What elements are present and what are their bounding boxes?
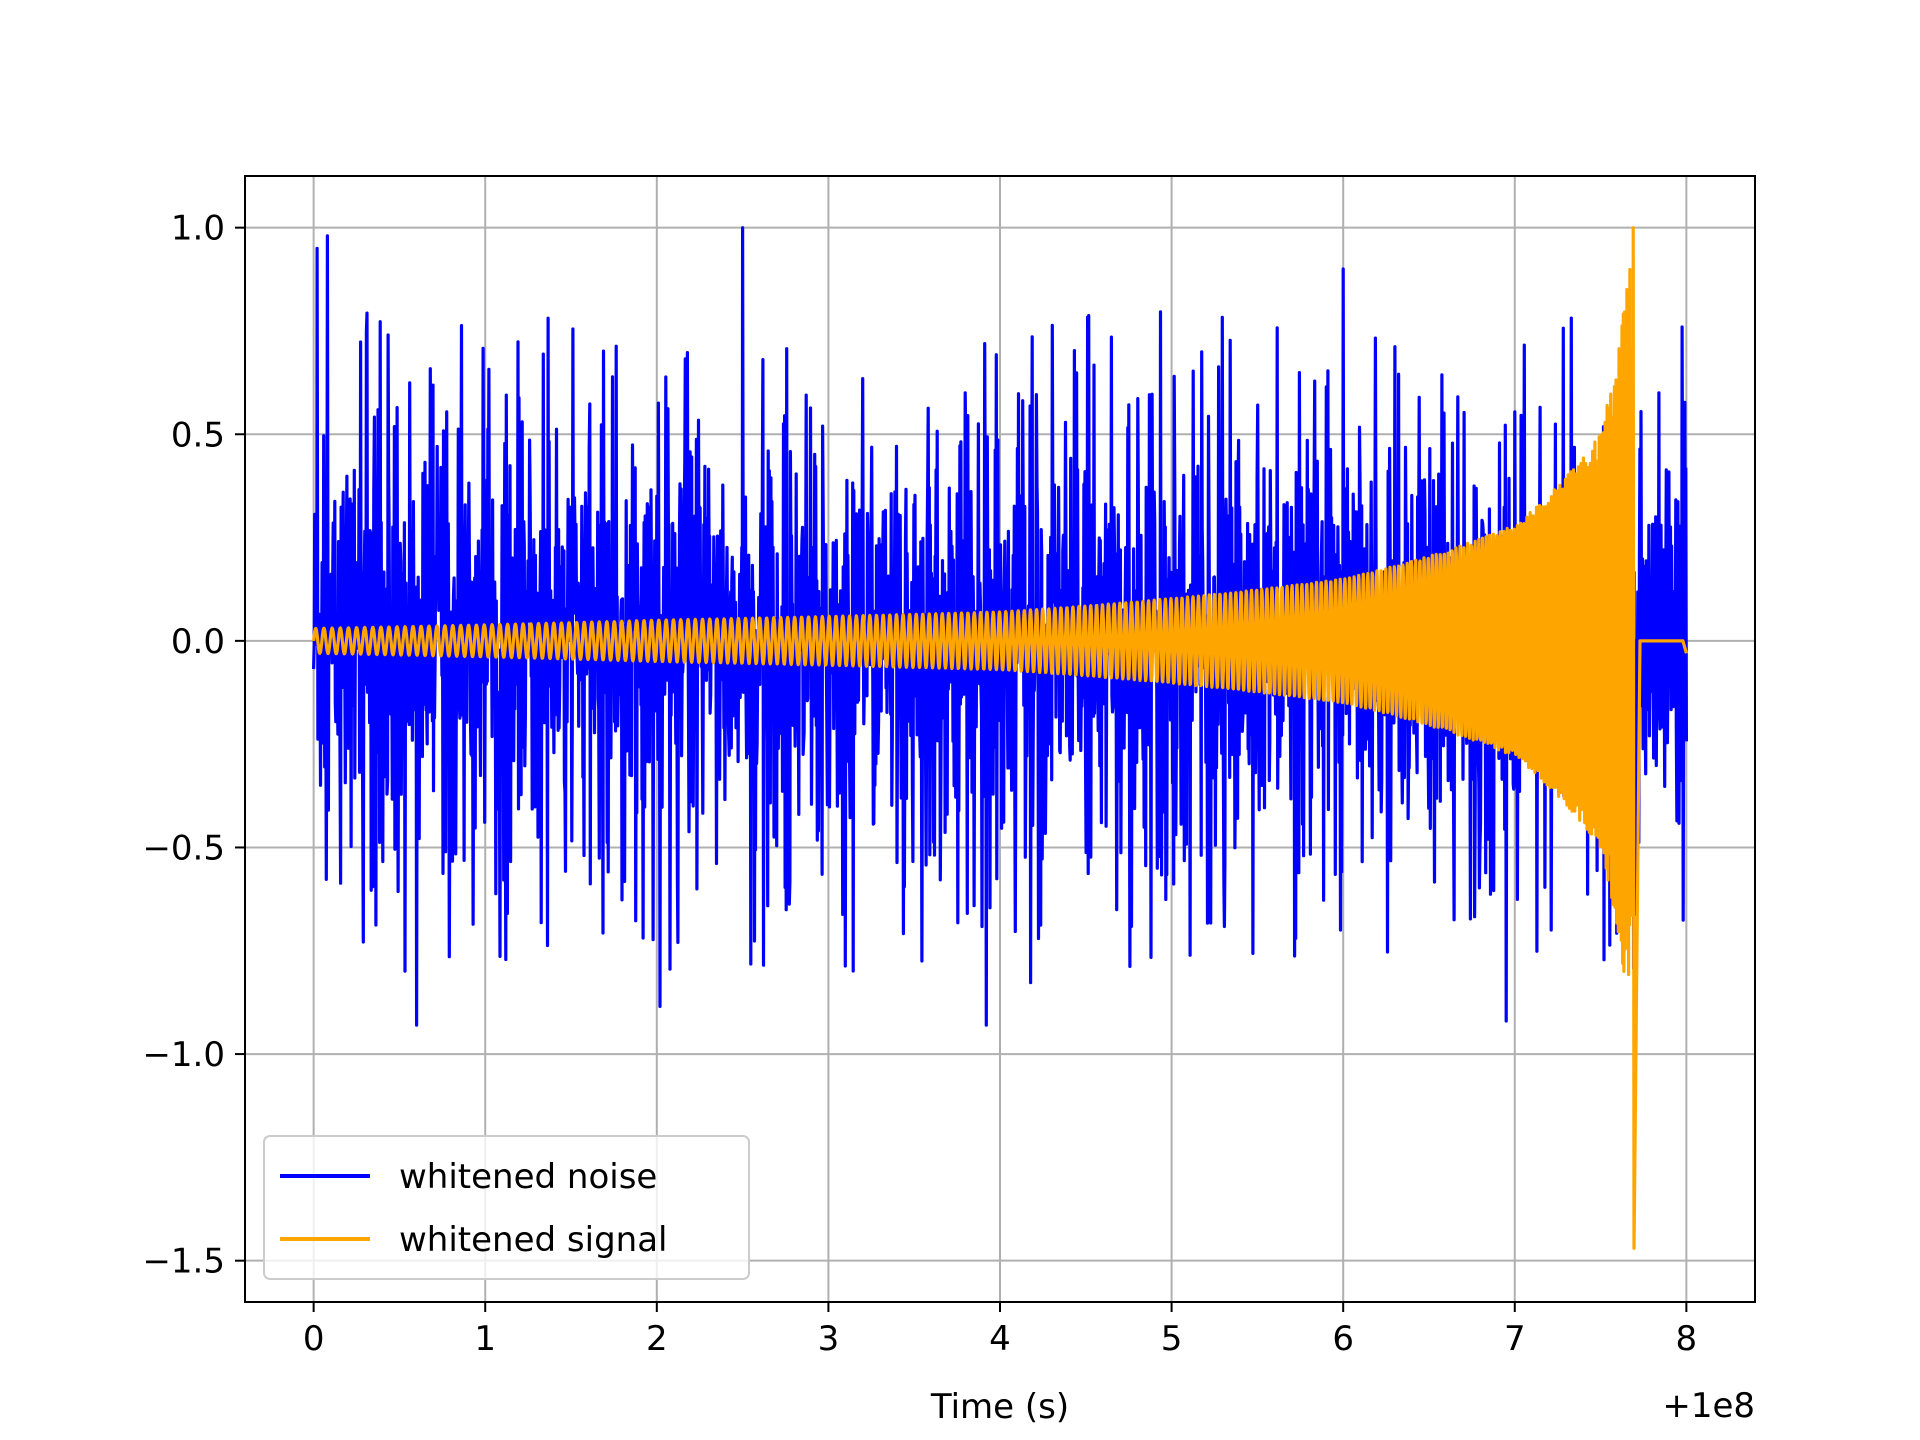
series-whitened-signal-line: [312, 226, 1688, 1250]
legend-label: whitened signal: [399, 1220, 667, 1260]
plot-area: [312, 226, 1688, 1250]
x-axis-offset-label: +1e8: [1662, 1386, 1755, 1426]
y-tick-label: −0.5: [142, 828, 225, 868]
x-tick-label: 7: [1504, 1319, 1526, 1359]
y-tick-label: 0.0: [171, 622, 225, 662]
legend-box: [263, 1135, 750, 1280]
series-whitened-noise-line: [312, 226, 1688, 1027]
y-tick-label: −1.5: [142, 1242, 225, 1282]
x-tick-label: 5: [1161, 1319, 1183, 1359]
legend-label: whitened noise: [399, 1157, 657, 1197]
x-axis-label: Time (s): [930, 1387, 1069, 1427]
y-tick-label: −1.0: [142, 1035, 225, 1075]
legend: whitened noise whitened signal: [263, 1135, 750, 1280]
x-tick-label: 8: [1676, 1319, 1698, 1359]
x-tick-label: 4: [989, 1319, 1011, 1359]
x-tick-label: 2: [646, 1319, 668, 1359]
x-tick-label: 1: [474, 1319, 496, 1359]
x-tick-label: 6: [1332, 1319, 1354, 1359]
x-tick-label: 0: [303, 1319, 325, 1359]
x-tick-label: 3: [818, 1319, 840, 1359]
y-tick-label: 1.0: [171, 209, 225, 249]
axis-ticks: 0 1 2 3 4 5 6 7 8 1.0 0.5 0.0 −0.5 −1.0 −1.5: [142, 209, 1697, 1359]
y-tick-label: 0.5: [171, 415, 225, 455]
